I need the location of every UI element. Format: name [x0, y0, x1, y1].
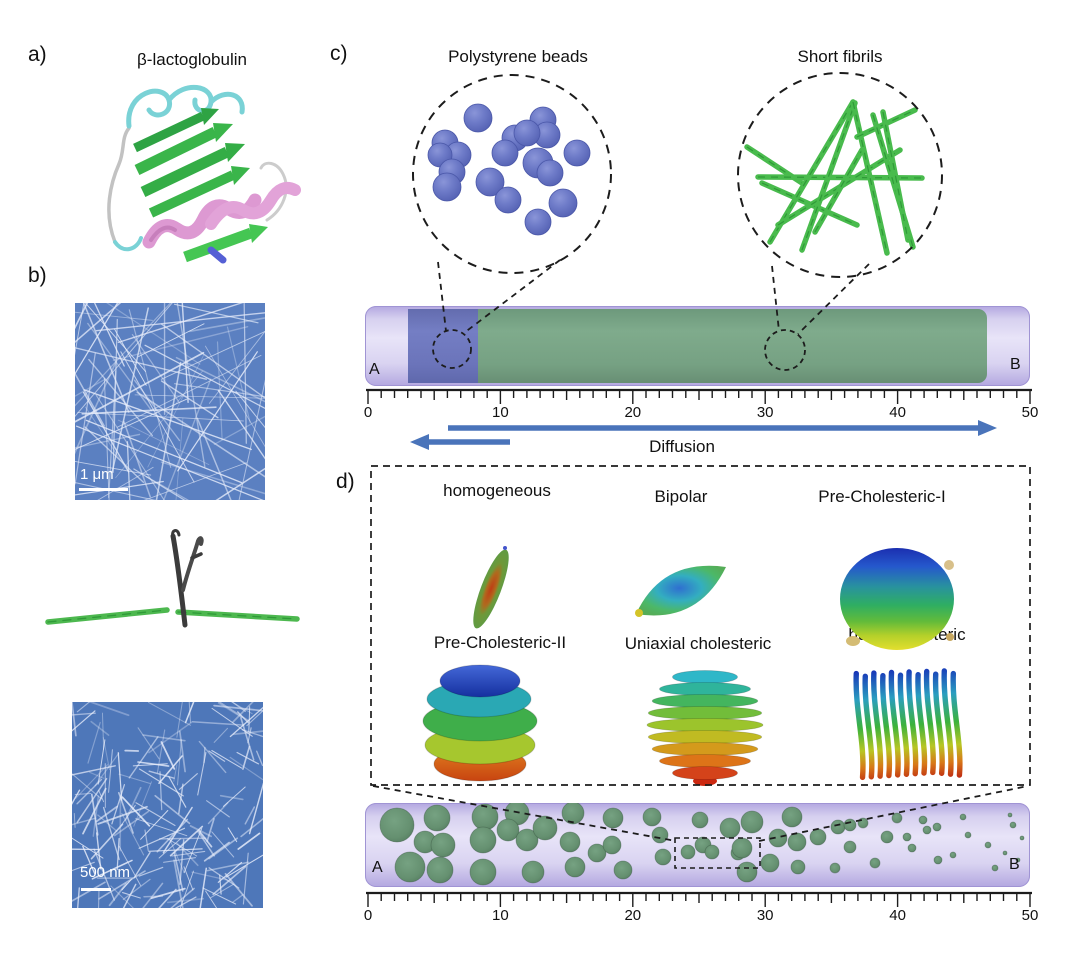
protein-ribbon-image [107, 84, 301, 264]
phase-label-pre-cholesteric-1: Pre-Cholesteric-I [818, 487, 946, 506]
scalebar-top-bar [79, 488, 128, 491]
ruler-top: 0 10 20 30 40 50 [364, 388, 1038, 420]
arrow-right-head [978, 420, 997, 436]
alpha-helix-ribbons [142, 182, 301, 249]
ruler-label: 50 [1022, 404, 1038, 420]
tactoid-droplets [379, 803, 1025, 886]
tube-top-label-a: A [369, 361, 380, 378]
ruler-label: 50 [1022, 907, 1038, 923]
ruler-ticks [367, 893, 1031, 907]
ruler-label: 20 [624, 404, 641, 420]
ruler-label: 0 [364, 907, 372, 923]
ruler-label: 0 [364, 404, 372, 420]
ruler-label: 10 [492, 907, 509, 923]
fibril-lines [72, 702, 263, 908]
tactoid-pre-cholesteric-2 [422, 664, 538, 782]
ruler-label: 40 [889, 907, 906, 923]
capillary-tube-top [365, 306, 1030, 386]
afm-image-short-fibrils [72, 702, 263, 908]
scalebar-top-text: 1 μm [80, 466, 114, 483]
ruler-label: 30 [757, 404, 774, 420]
ruler-label: 20 [624, 907, 641, 923]
scalebar-bottom-text: 500 nm [80, 864, 131, 881]
phase-label-bipolar: Bipolar [654, 487, 708, 506]
tactoid-bipolar [635, 565, 726, 617]
diffusion-label: Diffusion [649, 437, 715, 456]
tactoid-pre-cholesteric-1 [840, 548, 954, 650]
polystyrene-beads-inset [427, 103, 591, 236]
phase-label-uniaxial-cholesteric: Uniaxial cholesteric [624, 634, 772, 653]
ruler-label: 40 [889, 404, 906, 420]
short-fibrils-inset [744, 99, 925, 256]
tube-bottom-label-b: B [1009, 856, 1020, 873]
beta-sheet-arrows [133, 108, 268, 263]
arrow-left-head [410, 434, 429, 450]
panel-b-label: b) [28, 264, 47, 287]
panel-a-label: a) [28, 43, 47, 66]
panel-c-label: c) [330, 42, 348, 65]
tube-top-label-b: B [1010, 356, 1021, 373]
fibrils-inset-title: Short fibrils [797, 47, 883, 66]
fibrils-zone [478, 309, 987, 383]
diffusion-arrows [410, 420, 997, 450]
fibril-lines [75, 303, 265, 500]
fibril-scission-illustration [45, 529, 300, 628]
beads-zone [408, 309, 478, 383]
protein-title: β-lactoglobulin [137, 50, 247, 69]
tactoid-homogeneous [473, 546, 509, 629]
tube-bottom-label-a: A [372, 859, 383, 876]
ruler-label: 10 [492, 404, 509, 420]
tactoid-bulk-cholesteric [853, 668, 963, 781]
ruler-ticks [367, 390, 1031, 404]
tactoid-uniaxial-cholesteric [646, 670, 764, 786]
phase-label-homogeneous: homogeneous [443, 481, 551, 500]
ruler-bottom: 0 10 20 30 40 50 [364, 891, 1038, 923]
scalebar-bottom-bar [81, 888, 111, 891]
ruler-label: 30 [757, 907, 774, 923]
panel-d-label: d) [336, 470, 355, 493]
afm-image-long-fibrils [75, 303, 265, 500]
beads-inset-title: Polystyrene beads [448, 47, 588, 66]
